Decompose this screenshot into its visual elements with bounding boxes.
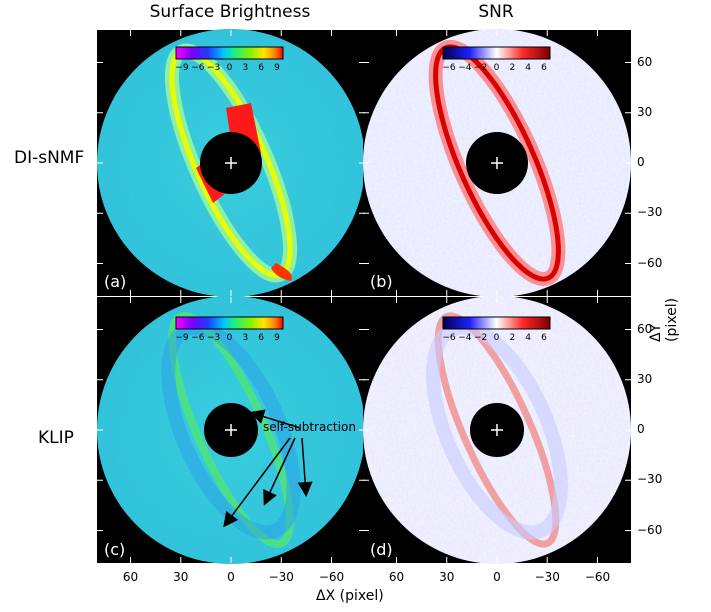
self-subtraction-annotation: self-subtraction [263, 420, 356, 434]
x-tick-label: 0 [493, 570, 501, 584]
column-title-snr: SNR [478, 2, 514, 22]
row-label-di-snmf: DI-sNMF [14, 148, 85, 168]
colorbar-tick-label: −9 [175, 333, 189, 343]
panel-label-b: (b) [370, 272, 393, 291]
y-tick-label: 0 [637, 422, 645, 436]
colorbar-tick-label: 4 [525, 333, 531, 343]
panel-a-surface-brightness-di-snmf [97, 29, 365, 297]
y-axis-title: ΔY (pixel) [648, 297, 680, 342]
y-tick-label: 30 [637, 371, 653, 386]
row-label-klip: KLIP [38, 428, 74, 448]
colorbar-tick-label: 0 [227, 333, 233, 343]
x-tick-label: 0 [227, 570, 235, 584]
colorbar-tick-label: 0 [227, 63, 233, 73]
colorbar-tick-label: 4 [525, 63, 531, 73]
colorbar-tick-label: 2 [509, 63, 515, 73]
colorbar-tick-label: −2 [474, 333, 487, 343]
colorbar-tick-label: 3 [242, 333, 248, 343]
colorbar-tick-label: 0 [494, 63, 500, 73]
x-tick-label: −30 [268, 570, 294, 584]
colorbar-tick-label: 3 [242, 63, 248, 73]
y-tick-label: −30 [637, 205, 663, 220]
colorbar-tick-label: 6 [541, 63, 547, 73]
x-tick-label: 60 [122, 570, 139, 584]
y-tick-label: 0 [637, 155, 645, 169]
colorbar-tick-label: 2 [509, 333, 515, 343]
colorbar-tick-label: −9 [175, 63, 189, 73]
x-tick-label: −60 [584, 570, 611, 584]
y-tick-label: 60 [637, 321, 653, 336]
colorbar-tick-label: −6 [191, 63, 205, 73]
colorbar-tick-label: −4 [458, 333, 472, 343]
colorbar-tick-label: 9 [274, 63, 280, 73]
y-tick-label: 60 [637, 54, 653, 69]
x-axis-title: ΔX (pixel) [316, 588, 384, 604]
panel-b-snr-di-snmf [363, 29, 631, 297]
colorbar-tick-label: −6 [442, 63, 456, 73]
y-tick-label: −60 [637, 255, 663, 270]
colorbar-tick-label: 6 [258, 63, 264, 73]
y-tick-label: −30 [637, 472, 663, 487]
y-tick-label: −60 [637, 522, 663, 537]
x-tick-label: 30 [173, 570, 189, 584]
panel-d-snr-klip [363, 296, 631, 564]
colorbar-tick-label: −3 [207, 63, 220, 73]
colorbar-tick-label: 6 [541, 333, 547, 343]
colorbar-tick-label: −6 [442, 333, 456, 343]
x-tick-label: 30 [439, 570, 455, 584]
panel-label-c: (c) [104, 540, 126, 559]
colorbar-tick-label: −4 [458, 63, 472, 73]
panel-label-d: (d) [370, 540, 393, 559]
colorbar-tick-label: −2 [474, 63, 487, 73]
x-tick-label: −30 [534, 570, 560, 584]
x-tick-label: −60 [318, 570, 345, 584]
colorbar-tick-label: 0 [494, 333, 500, 343]
colorbar-tick-label: 9 [274, 333, 280, 343]
column-title-surface-brightness: Surface Brightness [149, 2, 311, 22]
colorbar-tick-label: −6 [191, 333, 205, 343]
x-tick-label: 60 [388, 570, 405, 584]
y-tick-label: 30 [637, 104, 653, 119]
panel-label-a: (a) [104, 272, 127, 291]
colorbar-tick-label: −3 [207, 333, 220, 343]
colorbar-tick-label: 6 [258, 333, 264, 343]
